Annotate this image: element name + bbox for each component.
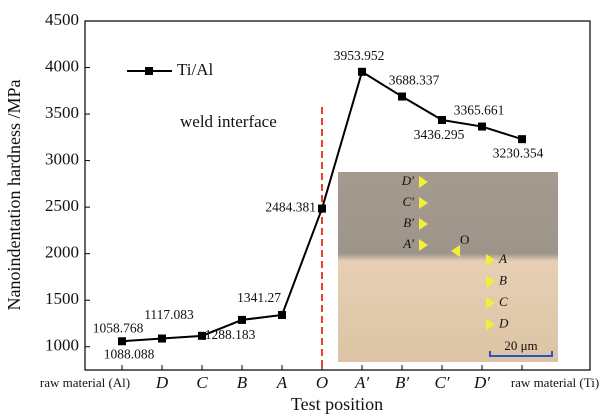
- data-label: 1288.183: [205, 327, 256, 342]
- x-tick-label: A: [276, 373, 288, 392]
- point-marker: [358, 68, 366, 76]
- x-tick-label: C′: [434, 373, 449, 392]
- inset-label: D′: [401, 173, 414, 188]
- x-tick-label: D: [155, 373, 169, 392]
- data-label: 3365.661: [454, 103, 505, 118]
- inset-label: B′: [403, 215, 414, 230]
- y-tick-label: 1000: [45, 336, 79, 355]
- y-tick-label: 1500: [45, 289, 79, 308]
- point-marker: [278, 311, 286, 319]
- x-tick-label: A′: [354, 373, 369, 392]
- legend-marker: [145, 67, 153, 75]
- inset-label: O: [460, 232, 469, 247]
- annotation: weld interface: [180, 112, 277, 131]
- data-label: 1117.083: [144, 307, 194, 322]
- point-marker: [118, 337, 126, 345]
- x-tick-label: B′: [395, 373, 409, 392]
- data-label: 3953.952: [334, 48, 385, 63]
- x-tick-label: O: [316, 373, 328, 392]
- x-tick-label: raw material (Al): [40, 375, 130, 390]
- point-marker: [158, 335, 166, 343]
- point-marker: [478, 123, 486, 131]
- x-tick-label: C: [196, 373, 208, 392]
- x-tick-label: D′: [473, 373, 490, 392]
- x-tick-label: raw material (Ti): [511, 375, 599, 390]
- data-label: 1058.768: [93, 320, 144, 335]
- point-marker: [238, 316, 246, 324]
- data-label: 1341.27: [237, 290, 281, 305]
- y-axis-title: Nanoindentation hardness /MPa: [4, 80, 24, 311]
- chart: Nanoindentation hardness /MPa Test posit…: [0, 0, 613, 415]
- data-label: 3230.354: [493, 145, 544, 160]
- x-axis-title: Test position: [291, 394, 383, 414]
- y-tick-label: 3000: [45, 150, 79, 169]
- y-tick-label: 2500: [45, 196, 79, 215]
- inset-micrograph: [338, 172, 558, 362]
- y-tick-label: 4000: [45, 56, 79, 75]
- data-label: 2484.381: [265, 200, 316, 215]
- y-tick-label: 4500: [45, 10, 79, 29]
- inset-label: D: [498, 315, 509, 330]
- point-marker: [318, 205, 326, 213]
- data-label: 3436.295: [414, 127, 465, 142]
- point-marker: [398, 93, 406, 101]
- point-marker: [438, 116, 446, 124]
- y-tick-label: 2000: [45, 243, 79, 262]
- data-label: 1088.088: [104, 347, 155, 362]
- scale-bar-label: 20 μm: [504, 338, 537, 353]
- point-marker: [518, 135, 526, 143]
- x-tick-label: B: [237, 373, 248, 392]
- inset-label: A: [498, 251, 507, 266]
- data-label: 3688.337: [389, 73, 440, 88]
- inset-label: C′: [402, 194, 414, 209]
- y-tick-label: 3500: [45, 103, 79, 122]
- inset-label: B: [499, 272, 507, 287]
- legend-label: Ti/Al: [177, 60, 214, 79]
- inset-label: A′: [402, 236, 414, 251]
- inset-label: C: [499, 294, 508, 309]
